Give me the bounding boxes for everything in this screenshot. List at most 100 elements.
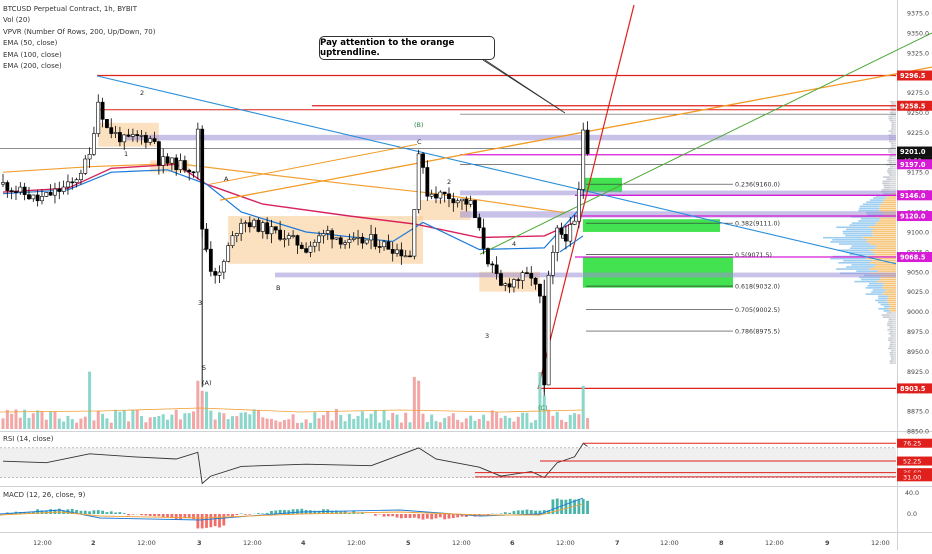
annotation-callout[interactable]: Pay attention to the orange uptrendline. [319,36,495,60]
volume-bar [417,381,420,429]
macd-histogram-bar [196,514,199,528]
macd-histogram-bar [175,514,178,519]
volume-bar [512,422,515,429]
candle-body [339,238,342,244]
vpvr-bar [866,241,896,243]
vpvr-bar [846,266,874,268]
macd-histogram-bar [93,510,96,514]
candle-body [66,182,69,187]
vpvr-bar [893,360,896,362]
vpvr-bar [883,316,890,318]
vpvr-bar [876,245,896,247]
macd-histogram-bar [426,514,429,519]
volume-bar [97,411,100,429]
candle-body [244,223,247,224]
candle-body [287,236,290,239]
price-tick-label: 9000.0 [907,309,929,316]
candle-body [214,271,217,275]
candle-body [75,180,78,183]
candle-body [101,102,104,119]
volume-bar [465,418,468,429]
vpvr-bar [860,206,880,208]
vpvr-bar [894,143,896,145]
candle-body [14,192,17,193]
price-tag-label: 9146.0 [900,192,926,200]
price-tick-label: 9375.0 [907,11,929,18]
candle-body [274,227,277,230]
macd-histogram-bar [84,511,87,514]
macd-histogram-bar [183,514,186,518]
vpvr-bar [892,329,896,331]
vpvr-bar [852,222,876,224]
volume-bar [205,392,208,429]
vpvr-bar [883,185,890,187]
volume-bar [447,416,450,429]
volume-bar [110,423,113,429]
price-tick-label: 9350.0 [907,30,929,37]
indicator-ema200[interactable]: EMA (200, close) [3,61,155,72]
vpvr-bar [888,339,892,341]
vpvr-bar [894,132,896,134]
volume-bar [23,410,26,429]
candle-body [196,129,199,172]
volume-bar [253,409,256,429]
volume-bar [75,423,78,429]
candle-body [408,256,411,257]
macd-histogram-bar [400,514,403,518]
vpvr-bar [893,344,896,346]
wave-label: 5 [202,364,206,372]
macd-histogram-bar [439,514,442,517]
wave-label: 4 [203,245,207,253]
volume-bar [101,414,104,429]
price-tick-label: 8925.0 [907,369,929,376]
candle-body [486,249,489,264]
vpvr-bar [891,335,894,337]
price-tick-label: 9275.0 [907,90,929,97]
volume-bar [456,420,459,429]
candle-body [343,243,346,245]
macd-histogram-bar [582,499,585,514]
vpvr-bar [830,258,866,260]
vpvr-bar [892,170,896,172]
vpvr-bar [889,346,893,348]
volume-bar [538,372,541,429]
volume-bar [84,417,87,429]
candle-body [136,134,139,135]
indicator-vpvr[interactable]: VPVR (Number Of Rows, 200, Up/Down, 70) [3,27,155,38]
candle-body [495,265,498,274]
vpvr-bar [872,231,896,233]
macd-histogram-bar [435,514,438,518]
vpvr-bar [875,300,886,302]
indicator-ema50[interactable]: EMA (50, close) [3,38,155,49]
price-tick-label: 9025.0 [907,289,929,296]
candle-body [192,172,195,173]
candle-body [326,231,329,234]
volume-bar [387,420,390,429]
indicator-ema100[interactable]: EMA (100, close) [3,50,155,61]
rsi-label[interactable]: RSI (14, close) [3,435,53,443]
macd-label[interactable]: MACD (12, 26, close, 9) [3,491,85,499]
indicator-vol[interactable]: Vol (20) [3,15,155,26]
volume-bar [58,419,61,429]
vpvr-bar [891,358,894,360]
volume-bar [482,415,485,429]
candle-body [144,135,147,142]
vpvr-bar [891,107,894,109]
volume-bar [443,418,446,429]
vpvr-bar [880,218,896,220]
vpvr-bar [883,285,896,287]
vpvr-bar [879,220,896,222]
candle-body [309,246,312,252]
volume-bar [270,419,273,429]
vpvr-bar [890,166,893,168]
volume-bar [309,423,312,429]
macd-histogram-bar [261,513,264,514]
candle-body [426,167,429,196]
volume-bar [400,423,403,429]
candle-body [335,238,338,239]
vpvr-bar [873,266,896,268]
vpvr-bar [859,208,879,210]
vpvr-bar [876,264,896,266]
macd-histogram-bar [248,514,251,515]
